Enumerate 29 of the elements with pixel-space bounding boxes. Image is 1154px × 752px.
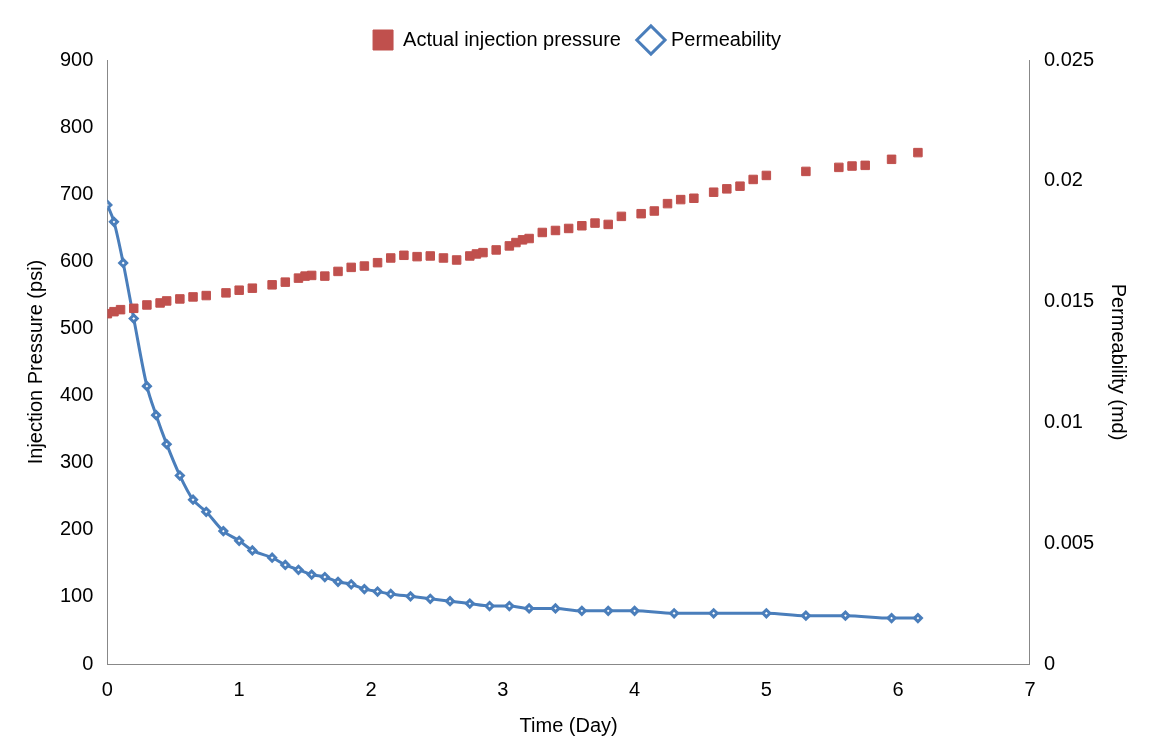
legend-label: Actual injection pressure	[403, 27, 621, 50]
y-tick-label: 800	[59, 114, 94, 137]
y2-tick-label: 0.025	[1043, 47, 1095, 70]
legend-label: Permeability	[670, 27, 781, 50]
x-tick-label: 0	[101, 677, 113, 700]
x-tick-label: 6	[892, 677, 904, 700]
y2-tick-label: 0	[1043, 651, 1056, 674]
y-tick-label: 0	[82, 651, 94, 674]
x-tick-label: 7	[1024, 677, 1036, 700]
y-tick-label: 300	[59, 450, 94, 473]
y2-tick-label: 0.01	[1043, 409, 1083, 432]
y-tick-label: 900	[59, 47, 94, 70]
x-tick-label: 3	[497, 677, 509, 700]
y-tick-label: 200	[59, 517, 94, 540]
y2-tick-label: 0.015	[1043, 289, 1095, 312]
y-tick-label: 100	[59, 584, 94, 607]
y-tick-label: 500	[59, 315, 94, 338]
x-tick-label: 2	[365, 677, 377, 700]
x-axis-title: Time (Day)	[519, 713, 618, 736]
y2-axis-title: Permeability (md)	[1108, 283, 1131, 441]
y-axis-title: Injection Pressure (psi)	[23, 259, 46, 465]
y-tick-label: 600	[59, 248, 94, 271]
x-tick-label: 5	[760, 677, 772, 700]
y2-tick-label: 0.02	[1043, 168, 1083, 191]
y-tick-label: 700	[59, 181, 94, 204]
y-tick-label: 400	[59, 383, 94, 406]
y2-tick-label: 0.005	[1043, 530, 1095, 553]
x-tick-label: 1	[233, 677, 245, 700]
x-tick-label: 4	[629, 677, 641, 700]
